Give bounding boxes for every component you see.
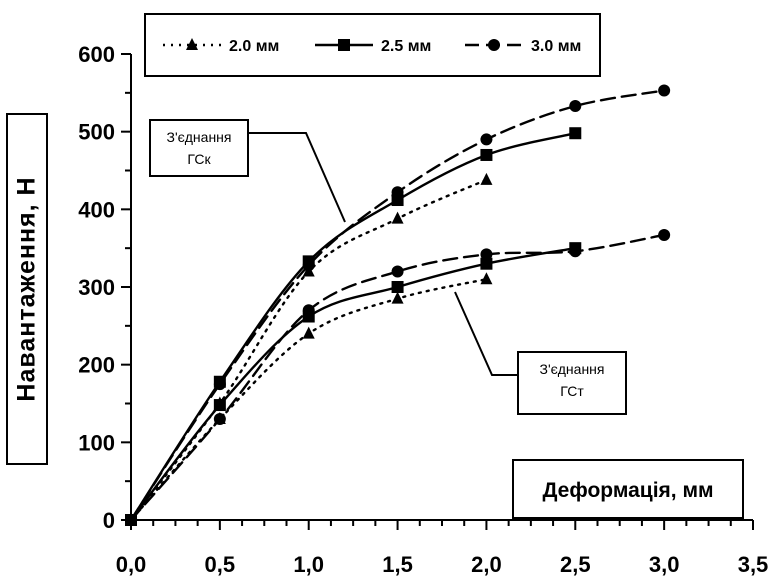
legend-label: 3.0 мм [531,38,581,55]
legend-marker-circle [488,39,500,51]
y-tick-label: 200 [78,353,115,378]
annotation-leader [248,132,346,223]
data-point-circle [480,133,493,146]
x-tick-label: 3,0 [649,552,680,577]
x-axis-title: Деформація, мм [512,459,744,519]
data-point-circle [569,245,582,258]
data-point-triangle [480,172,493,185]
annotation-text: ГСт [560,383,584,399]
data-point-square [569,127,582,140]
annotation-box [149,119,249,177]
legend-label: 2.5 мм [381,38,431,55]
data-point-circle [480,248,493,261]
annotation-text: З'єднання [539,361,604,377]
data-point-triangle [302,326,315,339]
data-point-square [391,281,404,293]
x-axis-label: Деформація, мм [542,479,713,502]
axes [121,53,754,530]
annotation-text: З'єднання [166,129,231,145]
y-tick-label: 600 [78,42,115,67]
series-line-lower-square [129,246,577,522]
annotation-box [517,351,627,415]
y-tick-label: 400 [78,197,115,222]
data-point-triangle [391,291,404,304]
y-axis-title-box [6,113,48,465]
annotation-leader [454,291,518,376]
data-point-circle [658,84,671,97]
tick-labels: 0 100 200 300 400 500 600 0,0 0,5 1,0 1,5 2,0 2,5 3,0… [78,42,768,577]
y-axis-label: Навантаження, Н [13,176,41,401]
x-tick-label: 2,5 [560,552,591,577]
legend-marker-square [338,39,350,51]
data-point-circle [391,265,404,278]
y-tick-label: 500 [78,120,115,145]
x-tick-label: 0,5 [205,552,236,577]
x-tick-label: 3,5 [738,552,769,577]
x-tick-label: 1,5 [382,552,413,577]
legend: 2.0 мм 2.5 мм 3.0 мм [144,13,601,77]
data-point-circle [302,304,315,317]
data-point-triangle [391,211,404,224]
y-axis-title: Навантаження, Н [6,113,48,465]
y-tick-label: 300 [78,275,115,300]
x-tick-label: 2,0 [471,552,502,577]
data-point-triangle [480,272,493,285]
series-line-upper-square [129,132,577,522]
legend-marker-triangle [186,38,198,50]
x-tick-label: 0,0 [116,552,147,577]
annotation-text: ГСк [187,151,211,167]
x-axis-title-box [512,459,744,519]
x-tick-label: 1,0 [293,552,324,577]
series-line-upper-triangle [129,178,488,522]
annotations: З'єднання ГСк З'єднання ГСт [149,119,627,415]
data-point-circle [391,186,404,199]
data-point-circle [213,378,226,391]
legend-label: 2.0 мм [229,38,279,55]
data-point-circle [302,259,315,272]
y-tick-label: 0 [103,508,115,533]
y-tick-label: 100 [78,430,115,455]
data-point-circle [213,413,226,426]
data-point-square [213,399,226,412]
data-point-circle [125,514,137,526]
data-point-circle [658,228,671,241]
series-markers [125,84,671,526]
series-line-lower-triangle [129,278,488,522]
data-point-square [480,148,493,161]
data-point-circle [569,100,582,113]
data-point-square [480,257,493,270]
